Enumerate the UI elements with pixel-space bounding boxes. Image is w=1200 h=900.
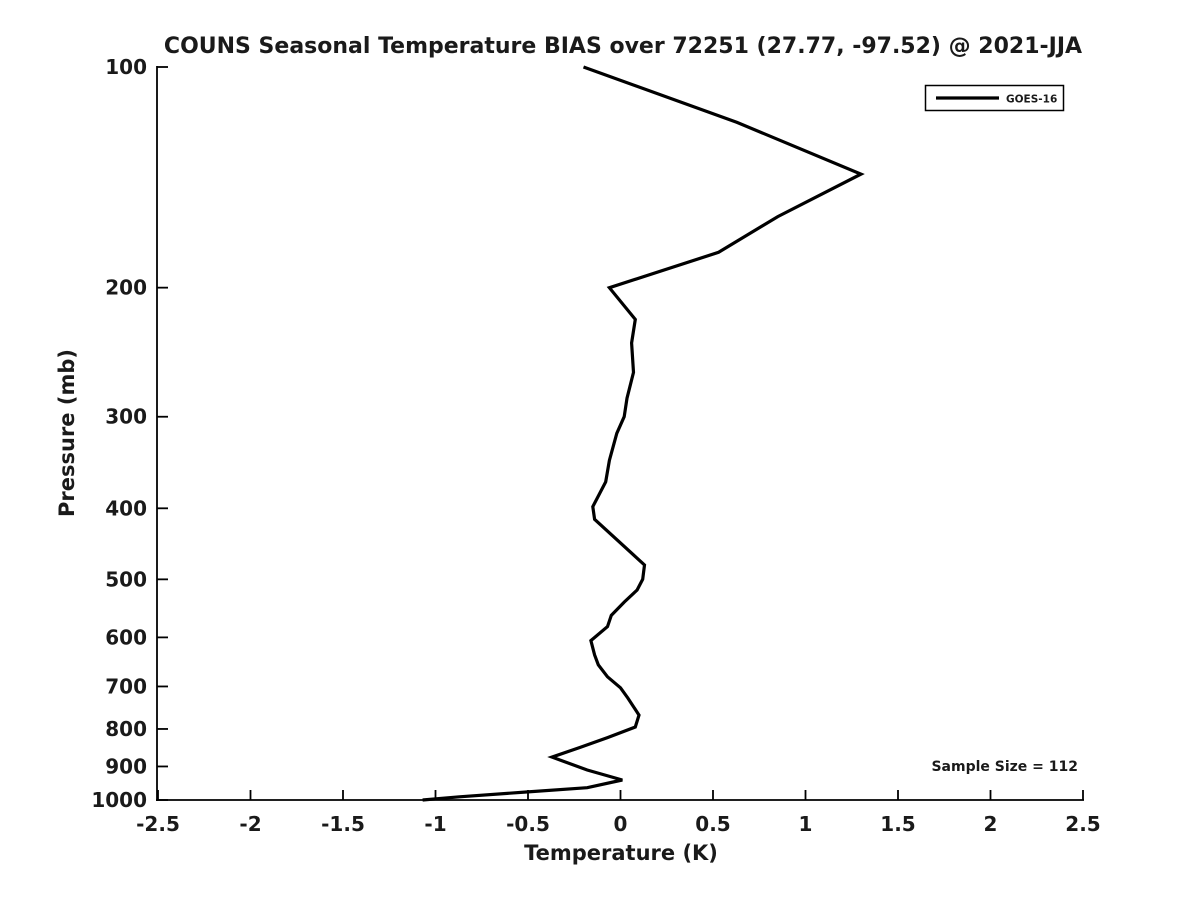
x-tick-label: 1.5 (880, 812, 915, 836)
y-tick-label: 900 (105, 754, 147, 778)
x-tick-label: -0.5 (506, 812, 550, 836)
y-axis-label: Pressure (mb) (55, 349, 79, 517)
x-tick-label: -1.5 (321, 812, 365, 836)
x-tick-label: 0.5 (695, 812, 730, 836)
y-tick-label: 1000 (91, 788, 147, 812)
chart-title: COUNS Seasonal Temperature BIAS over 722… (164, 34, 1082, 59)
x-tick-label: 2.5 (1065, 812, 1100, 836)
x-tick-label: 0 (614, 812, 628, 836)
y-tick-label: 200 (105, 276, 147, 300)
x-tick-label: -2.5 (136, 812, 180, 836)
x-tick-label: 2 (984, 812, 998, 836)
y-tick-label: 500 (105, 567, 147, 591)
y-tick-label: 800 (105, 717, 147, 741)
legend: GOES-16 (924, 84, 1065, 112)
y-tick-label: 300 (105, 405, 147, 429)
x-axis-label: Temperature (K) (524, 841, 718, 865)
data-line-goes-16 (422, 65, 865, 802)
axes: -2.5 -2 -1.5 -1 -0.5 0 0.5 1 1.5 2 2.5 100 200 300 400… (91, 55, 1100, 836)
y-tick-label: 700 (105, 674, 147, 698)
x-tick-label: 1 (799, 812, 813, 836)
sample-size-annotation: Sample Size = 112 (931, 759, 1078, 775)
y-tick-label: 100 (105, 55, 147, 79)
x-tick-label: -1 (424, 812, 446, 836)
y-tick-label: 600 (105, 625, 147, 649)
x-tick-label: -2 (239, 812, 261, 836)
y-tick-label: 400 (105, 496, 147, 520)
legend-label: GOES-16 (1006, 94, 1057, 106)
